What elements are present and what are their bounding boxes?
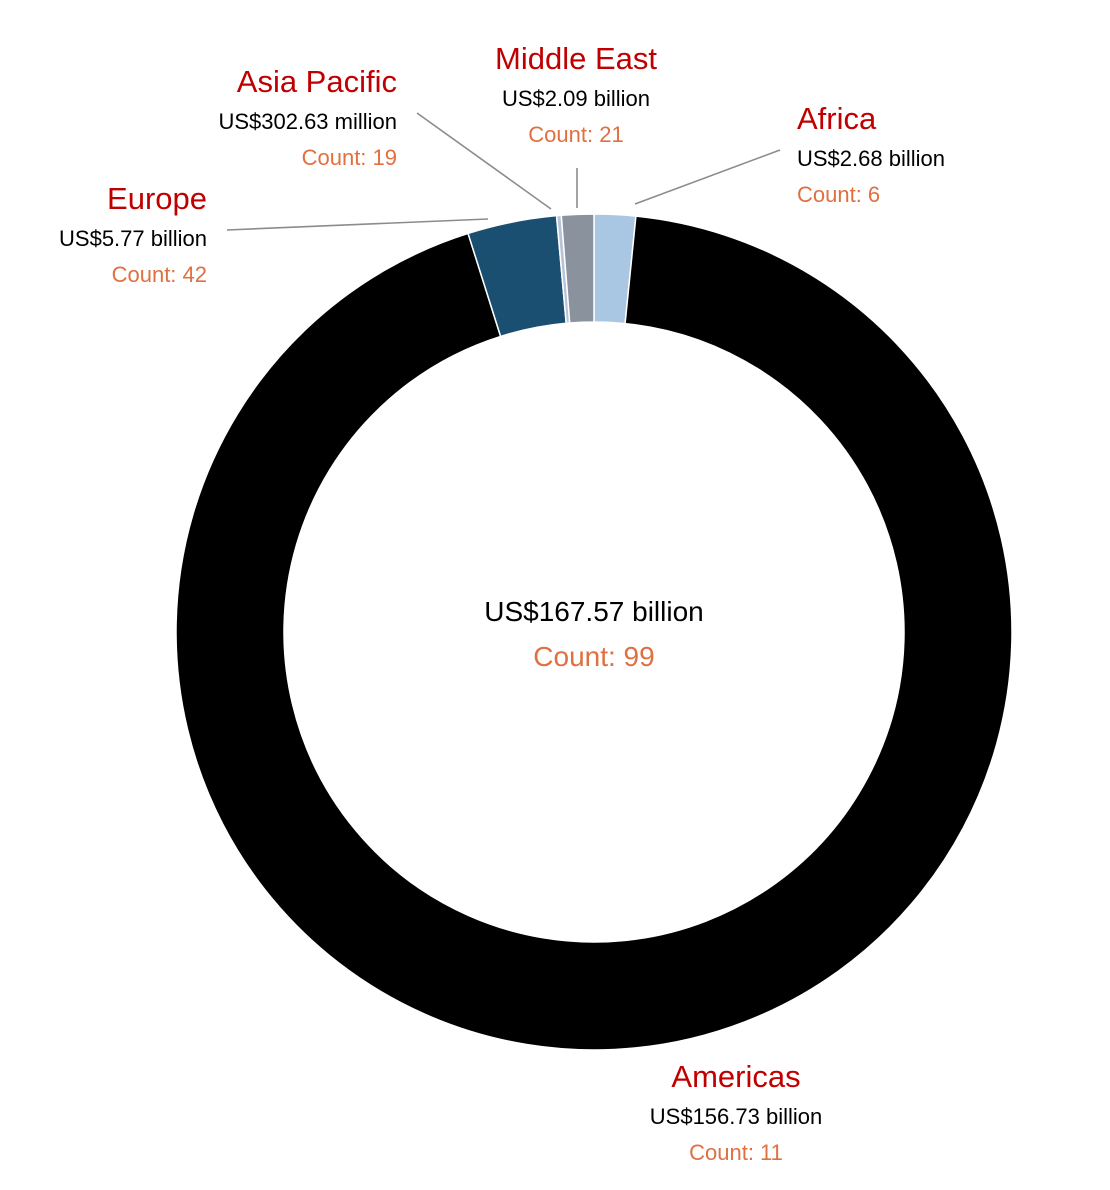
slice-label-africa: Africa US$2.68 billion Count: 6 xyxy=(797,101,945,207)
slice-label-europe: Europe US$5.77 billion Count: 42 xyxy=(59,181,207,287)
slice-label-americas: Americas US$156.73 billion Count: 11 xyxy=(650,1059,822,1165)
slice-label-asia-pacific: Asia Pacific US$302.63 million Count: 19 xyxy=(218,64,397,170)
leader-line-africa xyxy=(634,149,781,205)
slice-name-africa: Africa xyxy=(797,101,877,136)
donut-slices xyxy=(175,213,1013,1051)
slice-value-asia-pacific: US$302.63 million xyxy=(218,109,397,134)
slice-name-europe: Europe xyxy=(107,181,207,216)
slice-americas xyxy=(175,215,1013,1051)
slice-count-europe: Count: 42 xyxy=(112,262,207,287)
slice-name-middle-east: Middle East xyxy=(495,41,657,76)
slice-labels: Middle East US$2.09 billion Count: 21 Asia … xyxy=(59,41,945,1165)
slice-value-europe: US$5.77 billion xyxy=(59,226,207,251)
total-count-label: Count: 99 xyxy=(533,641,654,672)
slice-count-asia-pacific: Count: 19 xyxy=(302,145,397,170)
leader-line-europe xyxy=(226,218,489,231)
leader-lines xyxy=(226,112,781,231)
donut-center-label: US$167.57 billion Count: 99 xyxy=(484,596,704,672)
slice-count-africa: Count: 6 xyxy=(797,182,880,207)
slice-label-middle-east: Middle East US$2.09 billion Count: 21 xyxy=(495,41,657,147)
slice-value-middle-east: US$2.09 billion xyxy=(502,86,650,111)
slice-middle-east xyxy=(560,213,595,324)
slice-count-americas: Count: 11 xyxy=(689,1140,783,1165)
slice-value-americas: US$156.73 billion xyxy=(650,1104,822,1129)
leader-line-asia-pacific xyxy=(416,112,552,210)
slice-name-asia-pacific: Asia Pacific xyxy=(237,64,397,99)
total-value-label: US$167.57 billion xyxy=(484,596,704,627)
slice-name-americas: Americas xyxy=(671,1059,800,1094)
slice-value-africa: US$2.68 billion xyxy=(797,146,945,171)
slice-count-middle-east: Count: 21 xyxy=(528,122,623,147)
